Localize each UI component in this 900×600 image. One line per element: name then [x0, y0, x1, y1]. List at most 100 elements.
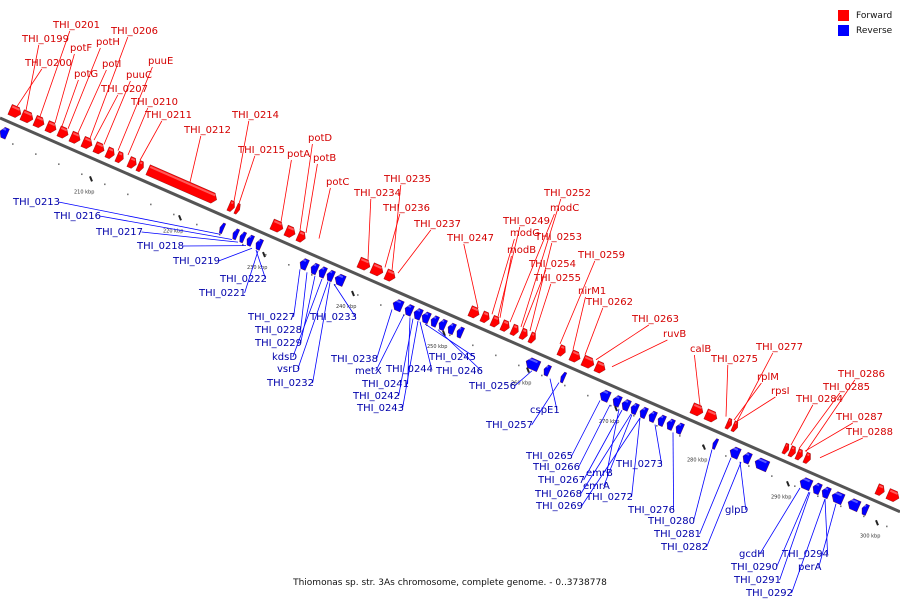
reverse-gene[interactable] — [620, 398, 632, 412]
reverse-gene-label[interactable]: THI_0218 — [136, 241, 184, 252]
forward-gene-label[interactable]: THI_0199 — [21, 34, 69, 45]
reverse-gene-label[interactable]: gcdH — [739, 549, 765, 560]
forward-gene[interactable] — [92, 141, 107, 156]
forward-gene[interactable] — [269, 218, 285, 234]
forward-gene[interactable] — [104, 146, 117, 160]
forward-gene[interactable] — [19, 109, 35, 125]
forward-gene[interactable] — [356, 256, 372, 272]
reverse-gene-label[interactable]: THI_0272 — [585, 492, 633, 503]
forward-gene[interactable] — [593, 360, 608, 375]
reverse-gene[interactable] — [674, 422, 685, 435]
forward-gene[interactable] — [283, 224, 298, 239]
reverse-gene-label[interactable]: THI_0276 — [627, 505, 675, 516]
forward-gene-label[interactable]: THI_0252 — [543, 188, 591, 199]
reverse-gene-label[interactable]: THI_0266 — [532, 462, 580, 473]
reverse-gene[interactable] — [638, 406, 649, 420]
forward-gene[interactable] — [787, 445, 798, 458]
reverse-gene-label[interactable]: kdsD — [272, 352, 297, 363]
forward-gene-label[interactable]: THI_0255 — [533, 273, 581, 284]
reverse-gene[interactable] — [846, 497, 862, 513]
forward-gene-label[interactable]: THI_0235 — [383, 174, 431, 185]
reverse-gene-label[interactable]: THI_0216 — [53, 211, 101, 222]
forward-gene-label[interactable]: THI_0253 — [534, 232, 582, 243]
forward-gene-label[interactable]: THI_0210 — [130, 97, 178, 108]
forward-gene-label[interactable]: puuC — [126, 70, 152, 81]
forward-gene-label[interactable]: potD — [308, 133, 332, 144]
forward-gene[interactable] — [295, 230, 308, 243]
reverse-gene[interactable] — [412, 307, 424, 321]
reverse-gene-label[interactable]: glpD — [725, 505, 748, 516]
reverse-gene[interactable] — [741, 451, 753, 465]
reverse-gene[interactable] — [446, 322, 457, 336]
reverse-gene-label[interactable]: THI_0257 — [485, 420, 533, 431]
forward-gene-label[interactable]: THI_0212 — [183, 125, 231, 136]
reverse-gene-label[interactable]: metX — [355, 366, 382, 377]
reverse-gene[interactable] — [437, 318, 448, 332]
reverse-gene-label[interactable]: THI_0292 — [745, 588, 793, 599]
forward-gene[interactable] — [730, 420, 740, 433]
forward-gene-label[interactable]: THI_0234 — [353, 188, 401, 199]
reverse-gene-label[interactable]: cspE1 — [530, 405, 560, 416]
reverse-gene[interactable] — [830, 490, 846, 506]
forward-gene-label[interactable]: THI_0262 — [585, 297, 633, 308]
forward-gene[interactable] — [518, 327, 530, 341]
reverse-gene-label[interactable]: THI_0245 — [428, 352, 476, 363]
forward-gene[interactable] — [689, 402, 705, 418]
forward-gene[interactable] — [114, 150, 126, 164]
reverse-gene-label[interactable]: THI_0228 — [254, 325, 302, 336]
forward-gene-label[interactable]: modB — [507, 245, 536, 256]
reverse-gene[interactable] — [238, 231, 247, 244]
forward-gene[interactable] — [874, 483, 887, 497]
forward-gene-label[interactable]: THI_0211 — [144, 110, 192, 121]
forward-gene[interactable] — [509, 323, 521, 337]
reverse-gene-label[interactable]: THI_0256 — [468, 381, 516, 392]
reverse-gene[interactable] — [611, 394, 623, 408]
reverse-gene-label[interactable]: THI_0238 — [330, 354, 378, 365]
forward-gene-label[interactable]: THI_0236 — [382, 203, 430, 214]
reverse-gene[interactable] — [309, 262, 320, 276]
reverse-gene-label[interactable]: THI_0265 — [525, 451, 573, 462]
reverse-gene[interactable] — [811, 482, 823, 496]
reverse-gene-label[interactable]: THI_0217 — [95, 227, 143, 238]
forward-gene-label[interactable]: nirM1 — [578, 286, 606, 297]
forward-gene-label[interactable]: potB — [313, 153, 336, 164]
reverse-gene[interactable] — [598, 388, 612, 403]
forward-gene-label[interactable]: THI_0287 — [835, 412, 883, 423]
forward-gene-label[interactable]: THI_0275 — [710, 354, 758, 365]
forward-gene[interactable] — [580, 354, 596, 370]
reverse-gene[interactable] — [798, 476, 814, 492]
reverse-gene[interactable] — [820, 486, 832, 500]
reverse-gene-label[interactable]: THI_0221 — [198, 288, 246, 299]
forward-gene-label[interactable]: THI_0259 — [577, 250, 625, 261]
forward-gene-label[interactable]: potF — [70, 43, 92, 54]
reverse-gene[interactable] — [0, 126, 10, 140]
reverse-gene-label[interactable]: THI_0222 — [219, 274, 267, 285]
forward-gene[interactable] — [724, 417, 734, 430]
reverse-gene-label[interactable]: THI_0229 — [254, 338, 302, 349]
reverse-gene[interactable] — [403, 303, 415, 317]
reverse-gene-label[interactable]: THI_0227 — [247, 312, 295, 323]
reverse-gene[interactable] — [647, 410, 658, 423]
forward-gene[interactable] — [233, 203, 242, 215]
reverse-gene-label[interactable]: THI_0246 — [435, 366, 483, 377]
reverse-gene[interactable] — [391, 298, 405, 313]
forward-gene-label[interactable]: THI_0277 — [755, 342, 803, 353]
reverse-gene[interactable] — [665, 418, 676, 431]
reverse-gene[interactable] — [559, 371, 568, 384]
forward-gene[interactable] — [80, 136, 95, 150]
reverse-gene-label[interactable]: THI_0242 — [352, 391, 400, 402]
reverse-gene[interactable] — [860, 503, 870, 516]
reverse-gene[interactable] — [656, 414, 667, 427]
forward-gene-label[interactable]: puuE — [148, 56, 173, 67]
forward-gene-label[interactable]: THI_0254 — [528, 259, 576, 270]
forward-gene-label[interactable]: THI_0200 — [24, 58, 72, 69]
forward-gene-label[interactable]: potC — [326, 177, 349, 188]
forward-gene[interactable] — [383, 268, 398, 283]
forward-gene[interactable] — [7, 104, 23, 119]
reverse-gene-label[interactable]: THI_0243 — [356, 403, 404, 414]
forward-gene-label[interactable]: potG — [74, 69, 98, 80]
forward-gene[interactable] — [56, 125, 71, 140]
forward-gene-label[interactable]: rpsI — [771, 386, 790, 397]
forward-gene[interactable] — [145, 164, 219, 205]
reverse-gene-label[interactable]: THI_0290 — [730, 562, 778, 573]
